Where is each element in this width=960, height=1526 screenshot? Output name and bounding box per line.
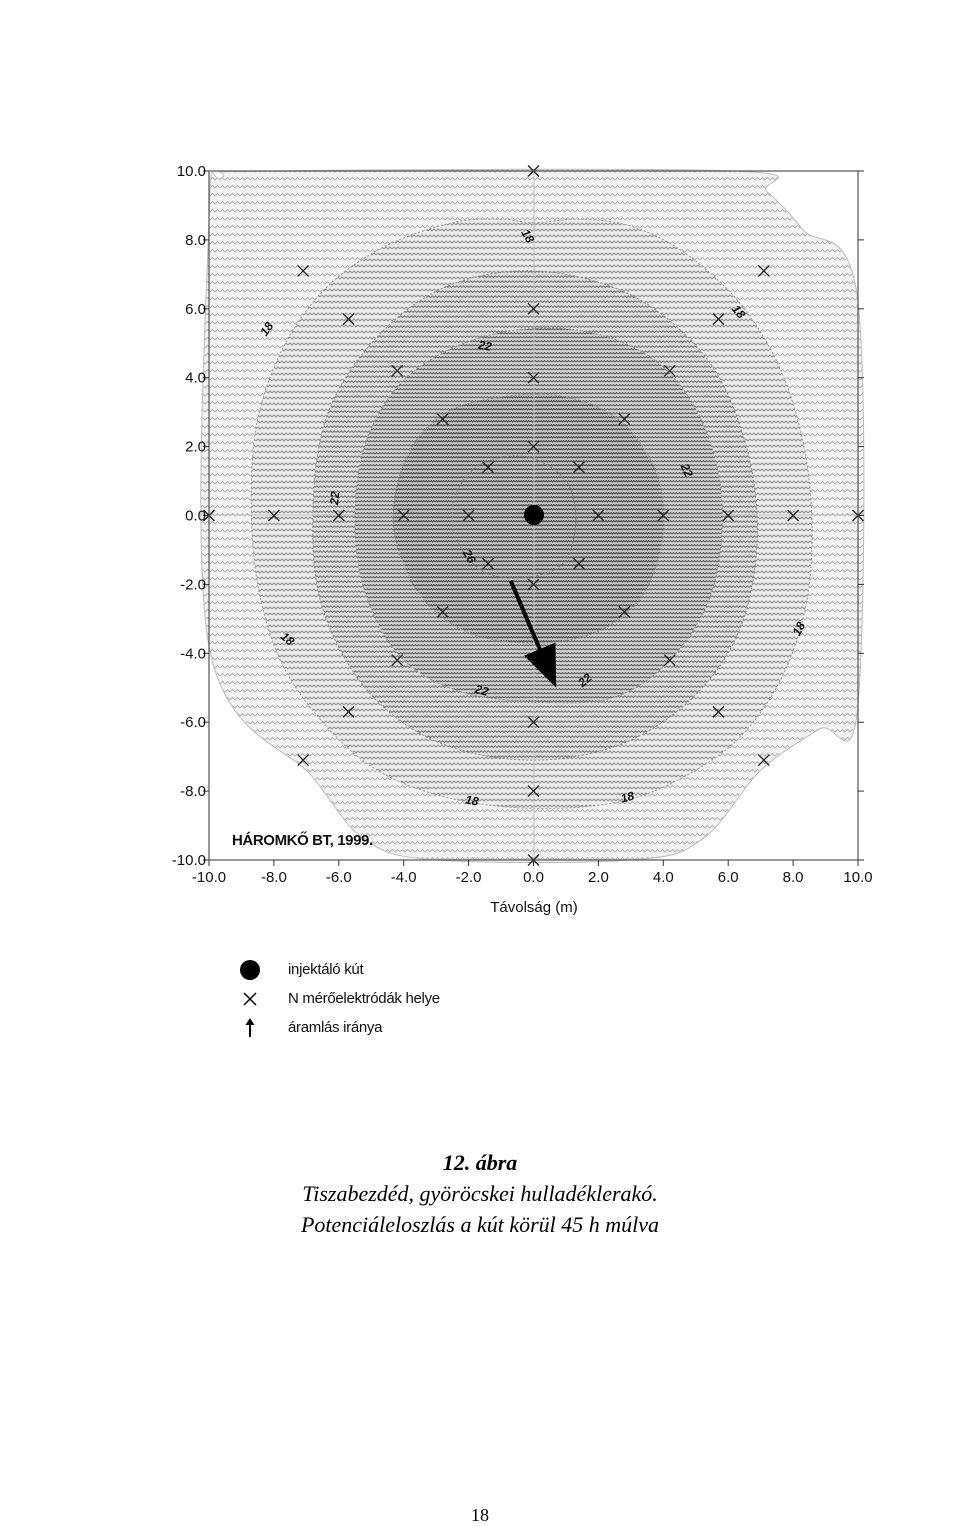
flow-arrow-shaft	[508, 580, 542, 650]
figure-caption: 12. ábra Tiszabezdéd, györöcskei hulladé…	[0, 1147, 960, 1240]
y-tick-label: -8.0	[180, 783, 206, 800]
x-tick-label: 0.0	[523, 869, 544, 886]
x-mark-icon	[230, 991, 270, 1006]
electrode-marker	[436, 606, 449, 618]
x-tick-label: 6.0	[718, 869, 739, 886]
electrode-marker	[722, 509, 735, 522]
page-number: 18	[471, 1505, 489, 1525]
caption-line-2: Potenciáleloszlás a kút körül 45 h múlva	[300, 1212, 660, 1237]
electrode-marker	[527, 578, 540, 591]
x-tick-label: -2.0	[456, 869, 482, 886]
electrode-marker	[712, 705, 725, 718]
x-tick-label: -6.0	[326, 869, 352, 886]
figure-number: 12. ábra	[442, 1150, 518, 1175]
filled-circle-icon	[230, 959, 270, 981]
x-tick-label: 4.0	[653, 869, 674, 886]
x-tick-label: 10.0	[843, 869, 872, 886]
contour-inner-band	[451, 455, 577, 579]
axis-layer: -10.0 -8.0 -6.0 -4.0 -2.0 0.0 2.0 4.0 6.0 8.0 10.0…	[172, 163, 873, 886]
electrode-marker	[618, 606, 631, 618]
contour-label: 18	[518, 227, 537, 246]
electrode-marker	[663, 364, 676, 377]
y-tick-label: -2.0	[180, 576, 206, 593]
contour-label: 26	[459, 546, 478, 566]
y-tick-label: 4.0	[185, 370, 206, 387]
legend-item-injection-well: injektáló kút	[230, 955, 630, 984]
y-tick-label: -10.0	[172, 852, 206, 869]
electrode-marker	[462, 509, 475, 522]
y-tick-label: -4.0	[180, 645, 206, 662]
electrode-marker	[482, 461, 495, 474]
electrode-marker	[712, 313, 725, 326]
contour-label: 18	[464, 793, 480, 809]
legend: injektáló kút N mérőelektródák helye ára…	[230, 955, 630, 1042]
y-tick-label: 10.0	[177, 163, 206, 180]
injection-well-marker	[524, 505, 544, 525]
x-tick-label: 2.0	[588, 869, 609, 886]
legend-label: N mérőelektródák helye	[288, 990, 440, 1007]
electrode-marker	[572, 461, 585, 474]
electrode-marker	[297, 264, 310, 277]
contour-label: 22	[327, 491, 342, 507]
y-tick-label: 0.0	[185, 508, 206, 525]
electrode-marker-layer	[203, 165, 864, 866]
legend-label: injektáló kút	[288, 961, 364, 978]
flow-arrow-head	[524, 642, 557, 688]
up-arrow-icon	[230, 1017, 270, 1038]
flow-direction-arrow	[508, 580, 557, 688]
electrode-marker	[391, 364, 404, 377]
y-tick-label: 8.0	[185, 232, 206, 249]
electrode-marker	[527, 716, 540, 729]
electrode-marker	[663, 654, 676, 667]
legend-item-electrodes: N mérőelektródák helye	[230, 984, 630, 1013]
x-tick-label: -4.0	[391, 869, 417, 886]
y-tick-label: 2.0	[185, 439, 206, 456]
electrode-marker	[267, 509, 280, 522]
legend-label: áramlás iránya	[288, 1019, 383, 1036]
electrode-marker	[332, 509, 345, 522]
electrode-marker	[657, 509, 670, 522]
x-tick-label: -10.0	[192, 869, 226, 886]
electrode-marker	[342, 705, 355, 718]
contour-label: 18	[790, 619, 809, 638]
electrode-marker	[527, 371, 540, 384]
y-tick-label: 6.0	[185, 301, 206, 318]
x-tick-label: 8.0	[783, 869, 804, 886]
electrode-marker	[527, 302, 540, 315]
legend-item-flow-direction: áramlás iránya	[230, 1013, 630, 1042]
contour-label: 22	[476, 338, 493, 354]
electrode-marker	[787, 509, 800, 522]
x-tick-label: -8.0	[261, 869, 287, 886]
electrode-marker	[297, 754, 310, 767]
contour-label: 22	[473, 682, 491, 699]
electrode-marker	[757, 264, 770, 277]
contour-label: 18	[619, 789, 636, 806]
contour-label: 22	[677, 460, 696, 479]
electrode-marker	[342, 313, 355, 326]
electrode-marker	[397, 509, 410, 522]
electrode-marker	[391, 654, 404, 667]
electrode-marker	[618, 413, 631, 425]
watermark-text: HÁROMKŐ BT, 1999.	[232, 831, 373, 849]
electrode-marker	[527, 785, 540, 798]
x-axis-label: Távolság (m)	[490, 899, 578, 916]
electrode-marker	[482, 557, 495, 570]
electrode-marker	[436, 413, 449, 425]
electrode-marker	[592, 509, 605, 522]
electrode-marker	[527, 440, 540, 453]
electrode-marker	[572, 557, 585, 570]
y-tick-label: -6.0	[180, 714, 206, 731]
electrode-marker	[757, 754, 770, 767]
caption-line-1: Tiszabezdéd, györöcskei hulladéklerakó.	[302, 1181, 658, 1206]
